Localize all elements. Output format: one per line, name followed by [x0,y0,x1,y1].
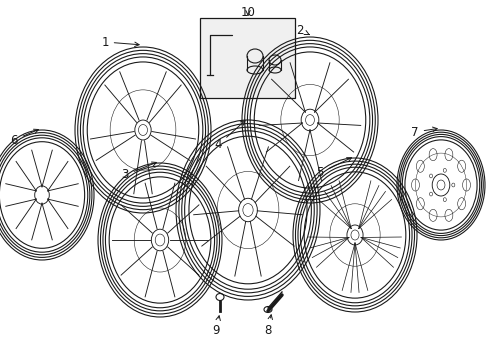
Text: 3: 3 [121,162,156,181]
Text: 10: 10 [240,5,255,18]
Text: 2: 2 [296,23,308,36]
Text: 6: 6 [10,129,39,147]
Bar [200,18,294,98]
Text: 4: 4 [214,121,244,152]
Text: 7: 7 [410,126,436,139]
Text: 9: 9 [212,316,220,337]
Text: 1: 1 [101,36,139,49]
Text: 8: 8 [264,315,272,337]
Text: 5: 5 [316,158,351,180]
